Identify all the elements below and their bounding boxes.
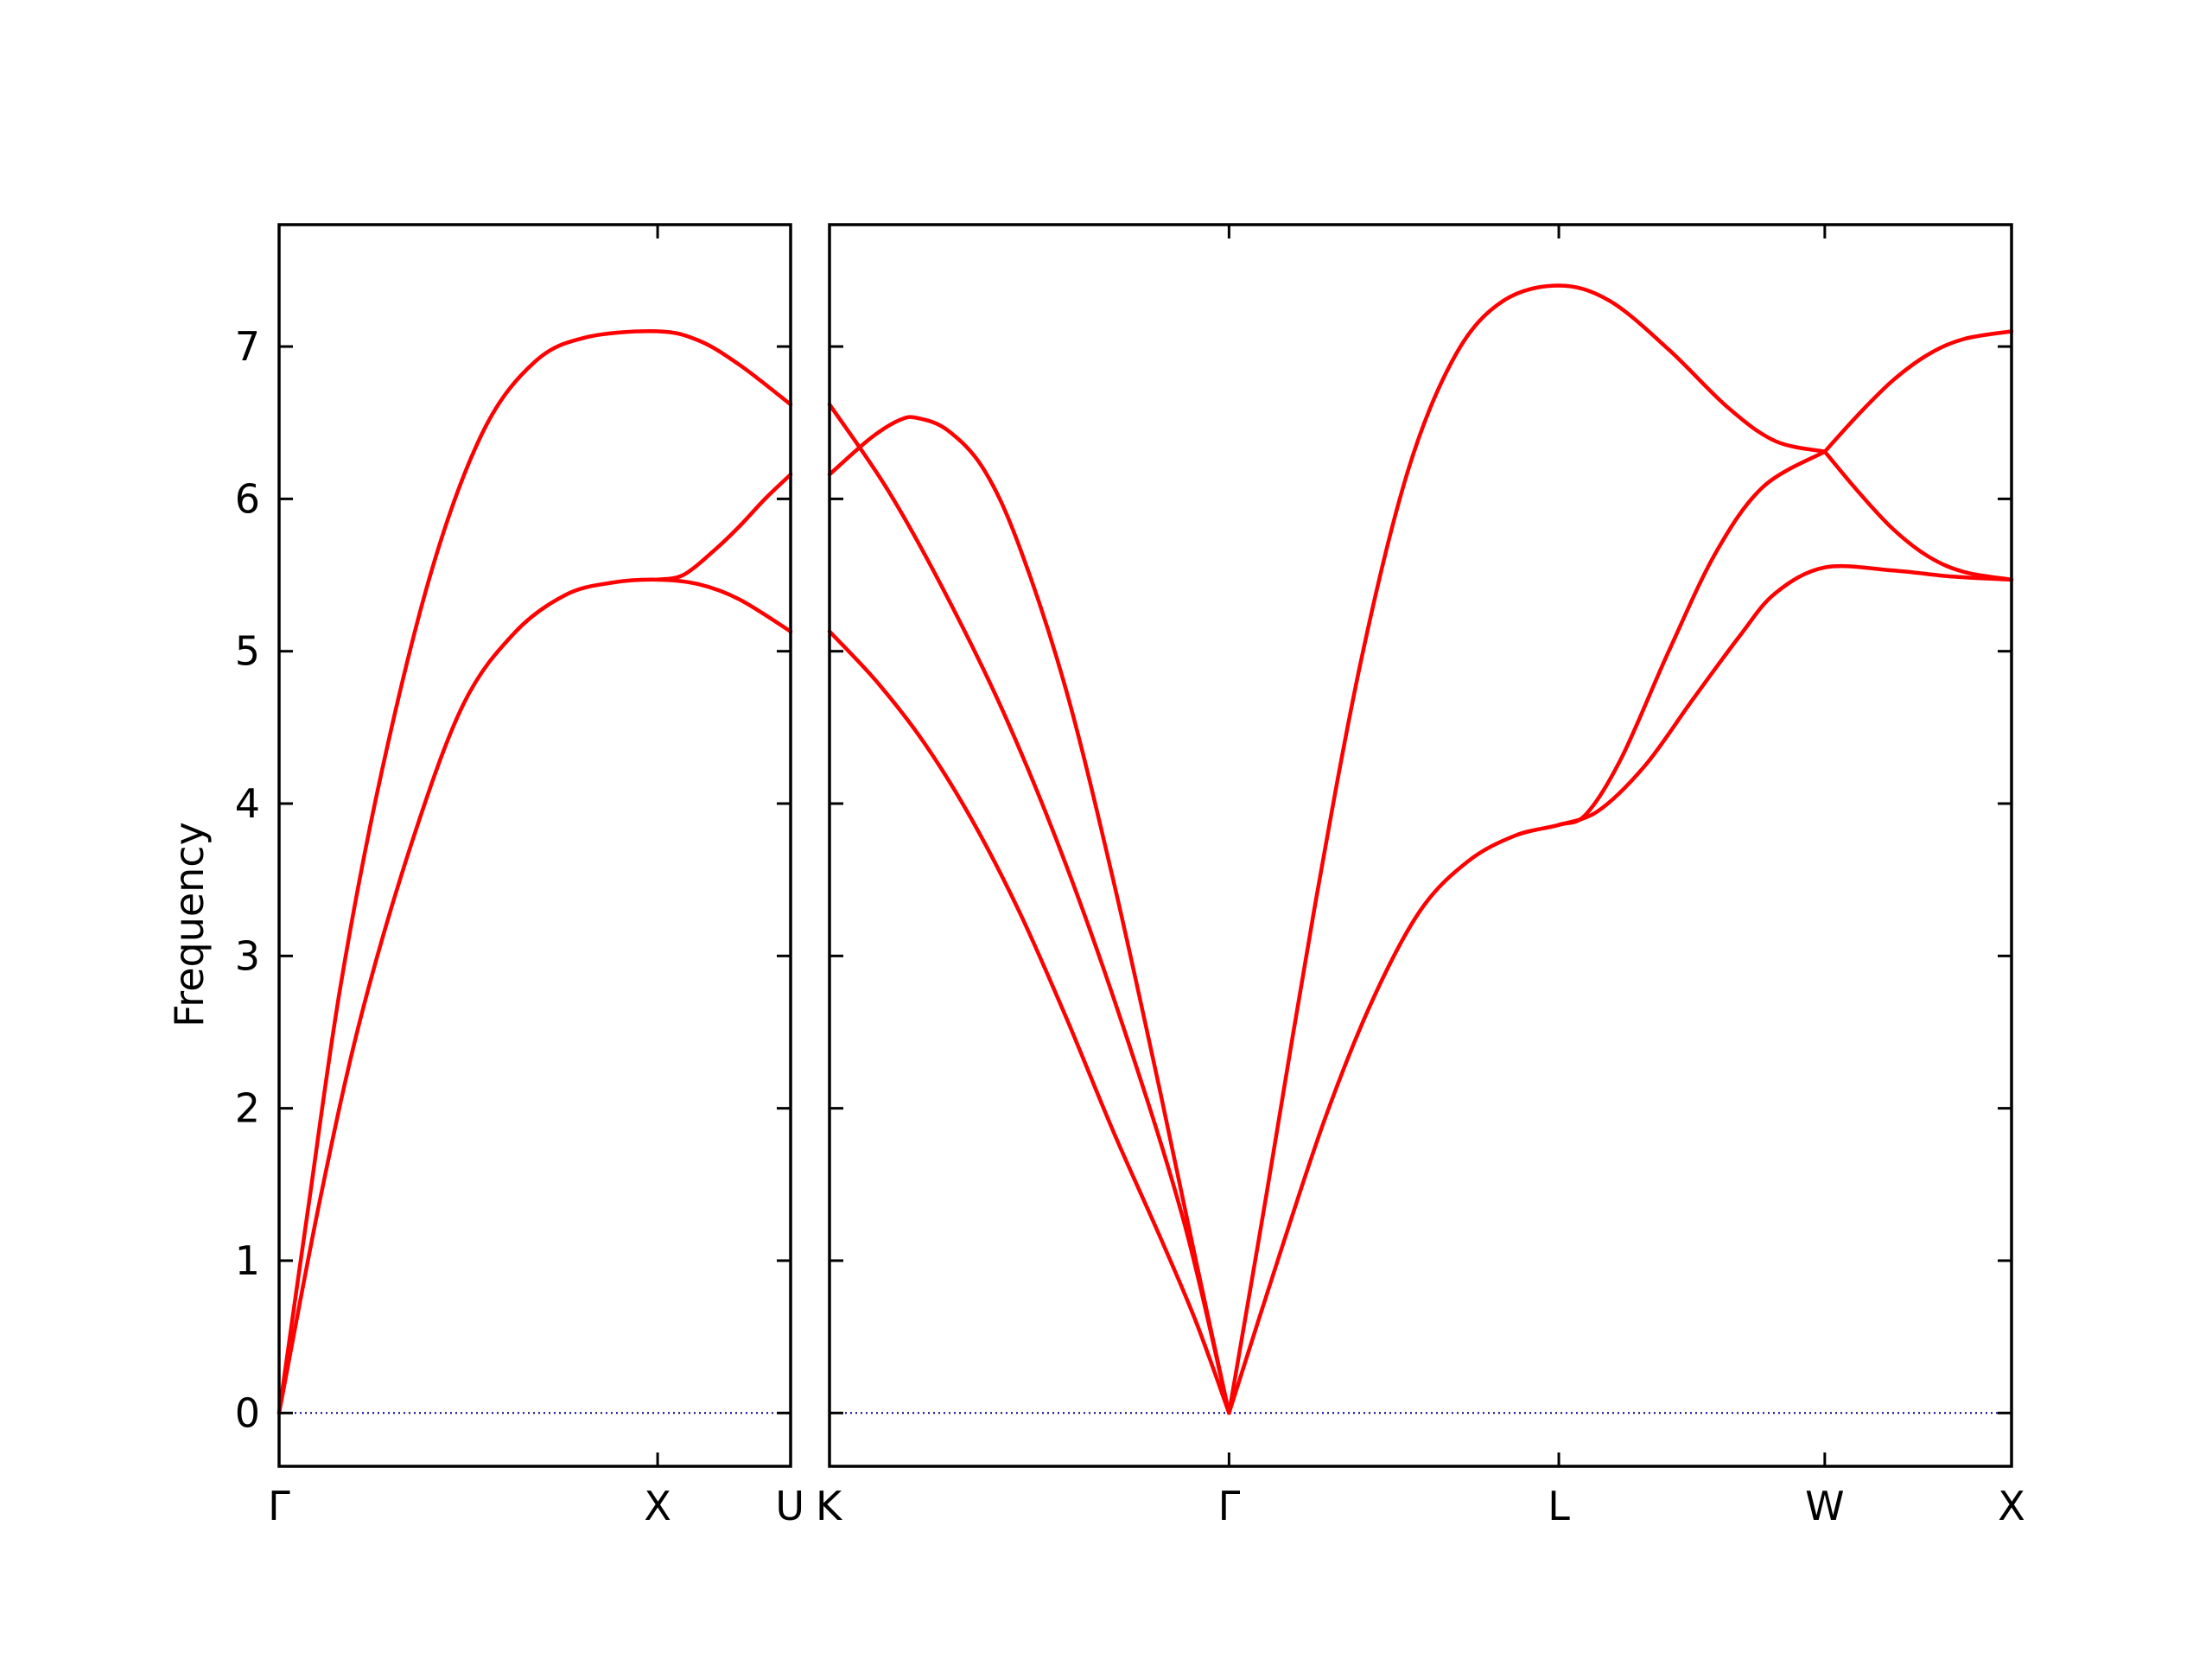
panels: 0 1 2 3 4 5 6 7 Γ X U K Γ L W X [235,223,2025,1529]
x-tick-label: U [775,1483,804,1529]
x-tick-label: Γ [1218,1483,1241,1529]
band-2 [276,577,793,1415]
band-8 [1822,449,2014,582]
y-tick-label: 7 [235,323,260,370]
x-tick-label: W [1805,1483,1844,1529]
x-tick-label: K [816,1483,843,1529]
x-tick-label: X [644,1483,671,1529]
y-tick-label: 1 [235,1237,260,1284]
y-tick-label: 4 [235,780,260,827]
y-tick-label: 6 [235,475,260,522]
band-3 [655,472,793,582]
panel-frame [277,223,792,1468]
panel-frame [828,223,2013,1468]
panel-gamma-x-u: 0 1 2 3 4 5 6 7 Γ X U [235,223,804,1529]
x-tick-label: X [1998,1483,2025,1529]
band-1 [276,329,793,1415]
band-6 [1556,563,2014,827]
x-tick-label: Γ [268,1483,290,1529]
y-tick-label: 2 [235,1085,260,1132]
y-tick-label: 5 [235,628,260,675]
band-7 [1822,329,2014,454]
y-tick-label: 0 [235,1389,260,1436]
band-4 [1227,283,1827,1415]
y-tick-label: 3 [235,932,260,979]
y-axis-title: Frequency [166,822,213,1027]
band-1 [827,415,1231,1415]
band-5 [1227,449,1827,1415]
band-2 [827,402,1231,1415]
x-tick-label: L [1548,1483,1570,1529]
band-3 [827,629,1231,1415]
